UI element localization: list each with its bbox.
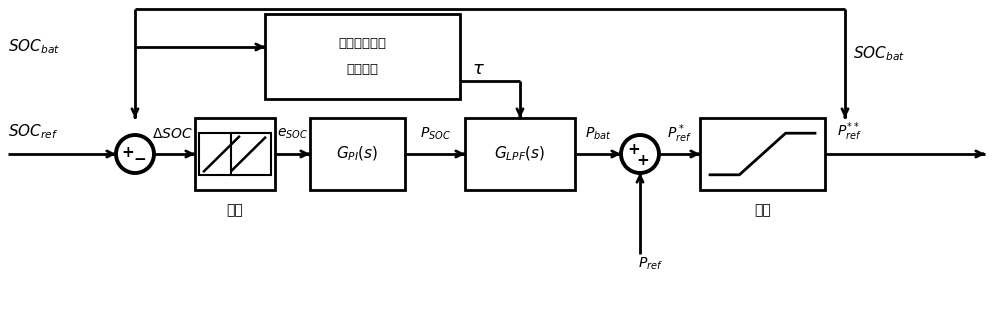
Text: −: − <box>134 153 146 167</box>
FancyBboxPatch shape <box>465 118 575 190</box>
Text: +: + <box>637 154 649 168</box>
FancyBboxPatch shape <box>700 118 825 190</box>
FancyBboxPatch shape <box>265 14 460 99</box>
FancyBboxPatch shape <box>310 118 405 190</box>
Text: $\tau$: $\tau$ <box>472 60 485 78</box>
FancyBboxPatch shape <box>195 118 275 190</box>
Text: +: + <box>122 146 134 160</box>
Text: 死区: 死区 <box>227 203 243 217</box>
Text: $e_{SOC}$: $e_{SOC}$ <box>277 127 308 141</box>
Text: $P^*_{ref}$: $P^*_{ref}$ <box>667 123 692 145</box>
Text: $G_{PI}(s)$: $G_{PI}(s)$ <box>336 145 379 163</box>
Text: 控制模块: 控制模块 <box>347 63 378 76</box>
Text: $P_{ref}$: $P_{ref}$ <box>638 256 662 272</box>
Text: $P_{SOC}$: $P_{SOC}$ <box>420 126 450 142</box>
Text: 限幅: 限幅 <box>754 203 771 217</box>
Text: $SOC_{bat}$: $SOC_{bat}$ <box>8 38 60 56</box>
FancyBboxPatch shape <box>199 133 239 175</box>
FancyBboxPatch shape <box>231 133 271 175</box>
Text: $SOC_{bat}$: $SOC_{bat}$ <box>853 44 905 63</box>
Text: 滤波时间常数: 滤波时间常数 <box>338 37 386 50</box>
Text: +: + <box>628 142 640 158</box>
Text: $SOC_{ref}$: $SOC_{ref}$ <box>8 123 58 141</box>
Text: $G_{LPF}(s)$: $G_{LPF}(s)$ <box>494 145 546 163</box>
Text: $P^{**}_{ref}$: $P^{**}_{ref}$ <box>837 121 862 143</box>
Text: $\Delta SOC$: $\Delta SOC$ <box>152 127 192 141</box>
Text: $P_{bat}$: $P_{bat}$ <box>585 126 611 142</box>
